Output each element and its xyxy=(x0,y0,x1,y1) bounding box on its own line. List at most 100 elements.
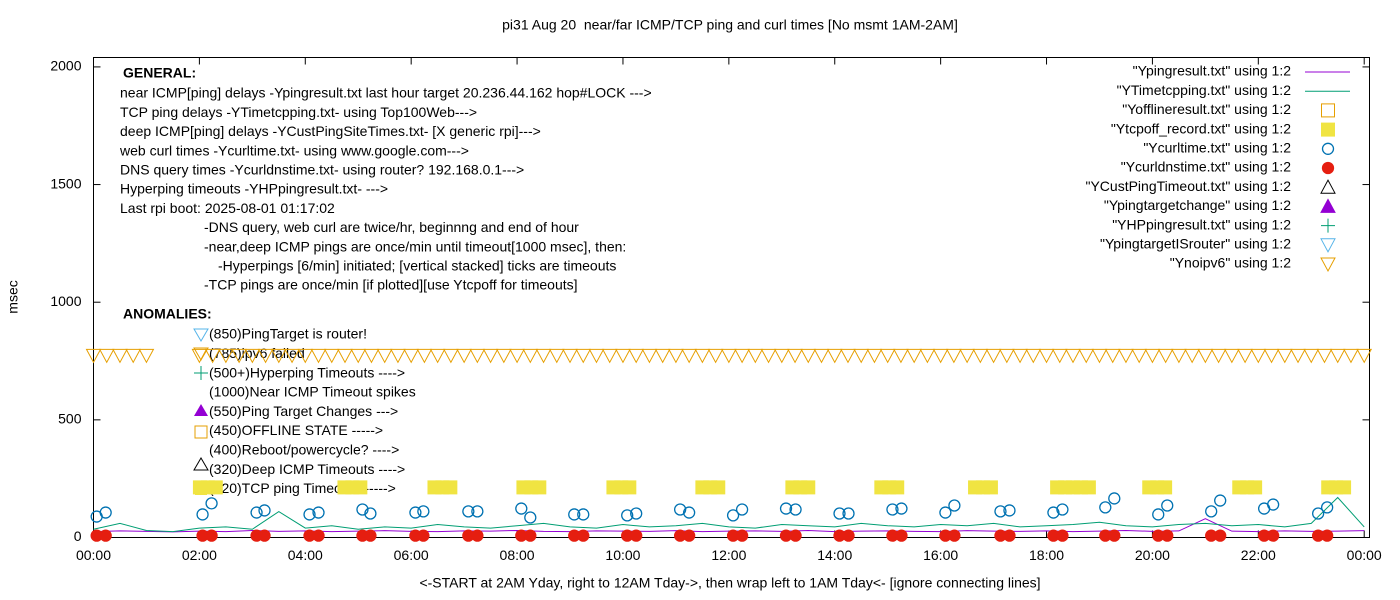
marker xyxy=(1171,348,1187,364)
marker xyxy=(707,348,724,364)
marker xyxy=(1012,348,1028,364)
marker xyxy=(310,348,327,364)
marker xyxy=(495,348,512,364)
marker xyxy=(1131,348,1148,364)
marker xyxy=(895,529,908,542)
marker xyxy=(429,348,446,364)
marker xyxy=(1051,348,1068,364)
marker xyxy=(1329,348,1346,364)
marker xyxy=(244,348,261,364)
marker xyxy=(390,348,406,364)
annotation-heading: GENERAL: xyxy=(123,65,196,81)
legend-swatch xyxy=(1320,257,1336,273)
annotation: (450)OFFLINE STATE -----> xyxy=(209,422,383,438)
x-tick-label: 06:00 xyxy=(394,547,429,563)
legend-swatch xyxy=(1320,179,1336,194)
marker xyxy=(515,502,528,515)
marker xyxy=(364,529,377,542)
annotation-heading: ANOMALIES: xyxy=(123,306,212,322)
legend-swatch xyxy=(1321,161,1335,175)
marker xyxy=(813,348,830,364)
symbol xyxy=(194,366,208,380)
marker xyxy=(471,505,484,518)
marker xyxy=(1104,348,1121,364)
marker xyxy=(959,348,975,364)
annotation: (220)TCP ping Timeouts -----> xyxy=(209,480,396,496)
marker xyxy=(787,348,803,364)
marker xyxy=(522,348,539,364)
x-tick-label: 20:00 xyxy=(1135,547,1170,563)
marker xyxy=(726,509,740,522)
marker xyxy=(789,503,802,516)
annotation: Last rpi boot: 2025-08-01 01:17:02 xyxy=(120,200,335,216)
y-axis-label: msec xyxy=(5,280,21,313)
marker xyxy=(257,348,274,364)
marker xyxy=(462,505,475,518)
legend-label: "Ycurldnstime.txt" using 1:2 xyxy=(1121,159,1291,175)
marker xyxy=(1003,529,1016,542)
marker xyxy=(575,348,592,364)
marker xyxy=(1056,503,1069,516)
marker xyxy=(471,529,484,542)
marker xyxy=(337,348,353,364)
x-tick-label: 12:00 xyxy=(711,547,746,563)
marker xyxy=(1144,348,1161,364)
marker xyxy=(1337,480,1352,495)
marker xyxy=(443,480,458,495)
marker xyxy=(622,480,637,495)
marker xyxy=(801,480,816,495)
marker xyxy=(1237,348,1253,364)
y-tick-label: 500 xyxy=(58,411,82,427)
x-tick-label: 00:00 xyxy=(1347,547,1382,563)
marker xyxy=(879,348,896,364)
marker xyxy=(1248,480,1263,495)
annotation: (1000)Near ICMP Timeout spikes xyxy=(209,384,416,400)
marker xyxy=(191,348,208,364)
series-points xyxy=(90,529,1334,542)
series-points xyxy=(192,480,1352,495)
marker xyxy=(734,348,750,364)
marker xyxy=(1157,348,1174,364)
marker xyxy=(1320,529,1334,542)
marker xyxy=(509,348,525,364)
x-tick-label: 02:00 xyxy=(182,547,217,563)
marker xyxy=(482,348,499,364)
marker xyxy=(548,348,565,364)
marker xyxy=(568,508,581,521)
marker xyxy=(628,348,645,364)
annotation: -DNS query, web curl are twice/hr, begin… xyxy=(204,219,579,235)
x-tick-label: 16:00 xyxy=(923,547,958,563)
marker xyxy=(1197,348,1214,364)
marker xyxy=(312,506,325,519)
marker xyxy=(284,348,300,364)
annotation: -TCP pings are once/min [if plotted][use… xyxy=(204,277,578,293)
x-tick-label: 00:00 xyxy=(76,547,111,563)
marker xyxy=(204,348,221,364)
annotation: (400)Reboot/powercycle? ----> xyxy=(209,442,399,458)
marker xyxy=(258,529,271,542)
marker xyxy=(948,529,961,542)
marker xyxy=(833,507,846,520)
marker xyxy=(939,506,952,519)
marker xyxy=(747,348,764,364)
marker xyxy=(524,511,537,524)
annotation: (850)PingTarget is router! xyxy=(209,326,367,342)
marker xyxy=(1161,499,1174,512)
marker xyxy=(1276,348,1293,364)
marker xyxy=(735,529,749,542)
marker xyxy=(682,506,696,519)
marker xyxy=(842,507,855,520)
marker xyxy=(919,348,936,364)
marker xyxy=(353,480,368,495)
marker xyxy=(577,529,590,542)
legend-swatch xyxy=(1320,238,1336,253)
annotation: TCP ping delays -YTimetcpping.txt- using… xyxy=(120,104,477,120)
marker xyxy=(1118,348,1134,364)
marker xyxy=(98,348,115,364)
marker xyxy=(1003,504,1016,517)
marker xyxy=(363,348,380,364)
marker xyxy=(1152,508,1165,521)
marker xyxy=(789,529,802,542)
marker xyxy=(893,348,909,364)
annotation: near ICMP[ping] delays -Ypingresult.txt … xyxy=(120,85,652,101)
